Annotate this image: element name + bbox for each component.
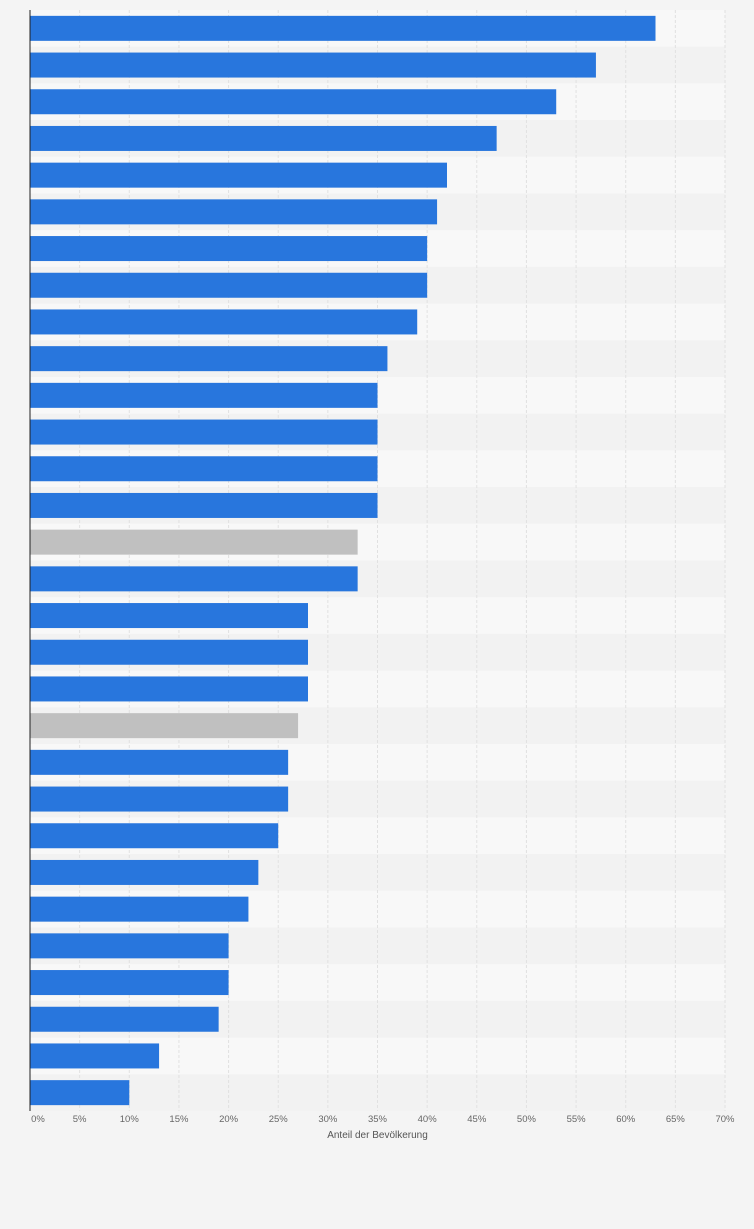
- x-tick-label: 60%: [616, 1114, 636, 1125]
- x-tick-label: 35%: [368, 1114, 388, 1125]
- bar: [30, 859, 259, 885]
- x-tick-label: 20%: [219, 1114, 239, 1125]
- gridlines: [79, 10, 726, 1111]
- bar: [30, 346, 388, 372]
- bar: [30, 272, 428, 298]
- bar: [30, 15, 656, 41]
- bar: [30, 823, 279, 849]
- x-tick-label: 0%: [31, 1114, 45, 1125]
- bar: [30, 456, 378, 482]
- x-tick-label: 10%: [120, 1114, 140, 1125]
- x-axis-title: Anteil der Bevölkerung: [327, 1130, 428, 1141]
- bar: [30, 676, 308, 702]
- x-tick-label: 5%: [73, 1114, 87, 1125]
- x-tick-label: 15%: [169, 1114, 189, 1125]
- bar: [30, 1006, 219, 1032]
- x-tick-label: 25%: [269, 1114, 289, 1125]
- bar: [30, 199, 438, 225]
- bar: [30, 896, 249, 922]
- bar: [30, 382, 378, 408]
- bar: [30, 52, 596, 78]
- x-tick-label: 65%: [666, 1114, 686, 1125]
- bar: [30, 492, 378, 518]
- x-tick-label: 30%: [318, 1114, 338, 1125]
- bar-highlighted: [30, 529, 358, 555]
- bar: [30, 749, 289, 775]
- bar: [30, 566, 358, 592]
- bar: [30, 236, 428, 262]
- bar: [30, 309, 418, 335]
- bar-highlighted: [30, 713, 299, 739]
- bar: [30, 786, 289, 812]
- bar: [30, 125, 497, 151]
- bar: [30, 89, 557, 115]
- bars: [30, 15, 656, 1106]
- x-tick-label: 40%: [418, 1114, 438, 1125]
- bar: [30, 639, 308, 665]
- bar: [30, 419, 378, 445]
- bar: [30, 933, 229, 959]
- x-tick-label: 70%: [715, 1114, 735, 1125]
- x-tick-label: 50%: [517, 1114, 537, 1125]
- x-axis-ticks: 0% 5% 10% 15% 20% 25% 30% 35% 40% 45% 50% 55% 60% 65%…: [31, 1114, 735, 1125]
- bar: [30, 1080, 130, 1106]
- bar: [30, 162, 447, 188]
- x-tick-label: 55%: [567, 1114, 587, 1125]
- x-tick-label: 45%: [467, 1114, 487, 1125]
- bar: [30, 1043, 160, 1069]
- bar: [30, 970, 229, 996]
- bar: [30, 603, 308, 629]
